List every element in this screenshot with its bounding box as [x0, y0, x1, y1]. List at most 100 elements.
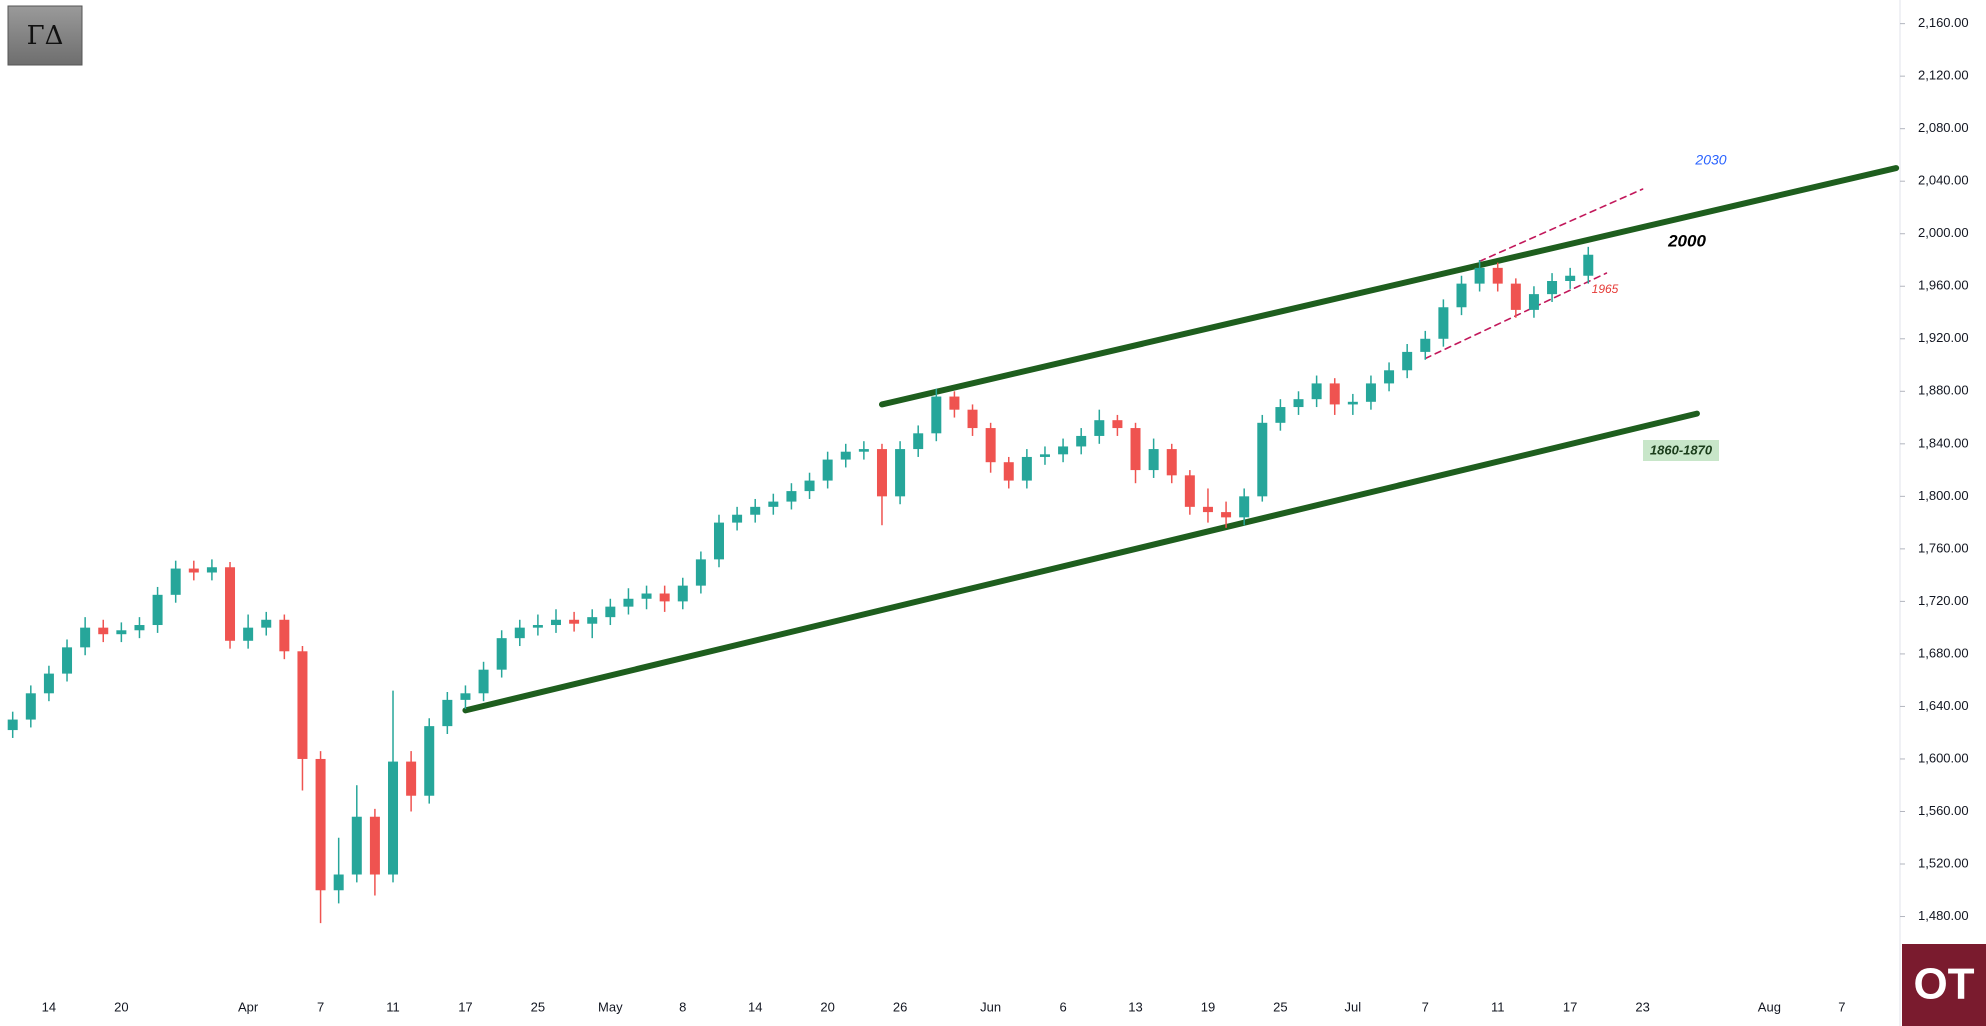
x-tick-label: 26	[893, 999, 907, 1014]
candle-body	[152, 594, 163, 626]
candle-body	[1221, 512, 1232, 518]
y-tick-label: 1,840.00	[1918, 435, 1969, 450]
x-tick-label: 25	[1273, 999, 1287, 1014]
candle-body	[1076, 435, 1087, 447]
candle-body	[605, 606, 616, 618]
brand: OT	[1913, 960, 1974, 1009]
x-tick-label: 23	[1635, 999, 1649, 1014]
candle-body	[1547, 280, 1558, 295]
candle-body	[1257, 422, 1268, 497]
candle-body	[551, 619, 561, 626]
candle-body	[1130, 428, 1141, 471]
candle-body	[713, 522, 724, 560]
annotation: 1860-1870	[1650, 442, 1713, 457]
x-tick-label: Jun	[980, 999, 1001, 1014]
y-tick-label: 2,120.00	[1918, 68, 1969, 83]
candle-body	[804, 480, 815, 492]
x-tick-label: 17	[458, 999, 472, 1014]
candle-body	[1565, 275, 1576, 281]
candle-body	[569, 619, 580, 624]
candle-body	[7, 719, 18, 731]
candle-body	[424, 726, 435, 796]
candle-body	[243, 627, 254, 641]
candle-body	[134, 625, 145, 631]
candle-body	[351, 816, 362, 875]
candle-body	[460, 693, 471, 700]
candle-body	[1293, 399, 1304, 408]
y-tick-label: 2,080.00	[1918, 120, 1969, 135]
candle-body	[1347, 401, 1358, 405]
brand-box	[1902, 944, 1986, 1026]
x-tick-label: Jul	[1345, 999, 1362, 1014]
x-tick-label: 11	[386, 999, 400, 1014]
annotation: 1965	[1592, 282, 1619, 296]
candle-body	[967, 409, 978, 429]
y-tick-label: 2,000.00	[1918, 225, 1969, 240]
x-tick-label: May	[598, 999, 623, 1014]
candle-body	[1510, 283, 1521, 310]
x-tick-label: 13	[1128, 999, 1142, 1014]
candle-body	[840, 451, 851, 460]
y-tick-label: 1,800.00	[1918, 488, 1969, 503]
y-tick-label: 1,560.00	[1918, 803, 1969, 818]
candle-body	[1474, 267, 1485, 284]
candle-body	[931, 396, 942, 434]
x-tick-label: 17	[1563, 999, 1577, 1014]
candle-body	[478, 669, 489, 694]
candle-body	[768, 501, 779, 507]
candle-body	[532, 625, 543, 628]
x-tick-label: 11	[1491, 999, 1505, 1014]
candle-body	[297, 651, 308, 759]
candle-body	[43, 673, 54, 694]
trend-line	[1478, 188, 1644, 263]
candle-body	[949, 396, 960, 410]
candle-body	[1311, 383, 1322, 400]
candle-body	[1239, 496, 1250, 518]
candle-body	[279, 619, 290, 652]
candle-body	[514, 627, 525, 639]
x-tick-label: Apr	[238, 999, 259, 1014]
y-tick-label: 1,760.00	[1918, 540, 1969, 555]
y-tick-label: 2,160.00	[1918, 15, 1969, 30]
candle-body	[1365, 383, 1376, 402]
candle-body	[442, 699, 453, 727]
y-tick-label: 1,920.00	[1918, 330, 1969, 345]
candle-body	[1058, 446, 1069, 455]
candle-body	[62, 647, 73, 674]
x-tick-label: 7	[1838, 999, 1845, 1014]
candle-body	[876, 449, 887, 497]
candle-body	[858, 449, 869, 452]
candle-body	[750, 506, 761, 515]
candle-body	[1492, 267, 1503, 284]
candle-body	[1438, 307, 1449, 339]
candle-body	[1148, 449, 1159, 471]
candle-body	[315, 758, 326, 891]
candle-body	[1583, 254, 1594, 276]
annotation: 2000	[1667, 231, 1706, 250]
candle-body	[496, 638, 507, 670]
candle-body	[1094, 420, 1105, 436]
x-tick-label: 7	[317, 999, 324, 1014]
trend-line	[462, 410, 1700, 714]
candle-body	[1021, 456, 1032, 481]
candle-body	[1003, 462, 1014, 481]
candle-body	[895, 449, 906, 497]
y-tick-label: 2,040.00	[1918, 173, 1969, 188]
x-tick-label: Aug	[1758, 999, 1781, 1014]
trend-line	[878, 165, 1900, 408]
candle-body	[1456, 283, 1467, 308]
candle-body	[1112, 420, 1123, 429]
x-tick-label: 25	[531, 999, 545, 1014]
y-tick-label: 1,680.00	[1918, 645, 1969, 660]
candle-body	[261, 619, 272, 628]
logo-box	[7, 5, 83, 66]
candle-body	[623, 598, 634, 607]
candle-body	[913, 433, 924, 450]
candle-body	[1202, 506, 1213, 513]
candle-body	[1402, 351, 1413, 371]
annotation: 2030	[1694, 152, 1726, 168]
candle-body	[1275, 407, 1286, 423]
y-tick-label: 1,960.00	[1918, 278, 1969, 293]
y-tick-label: 1,720.00	[1918, 593, 1969, 608]
candle-body	[225, 567, 236, 641]
